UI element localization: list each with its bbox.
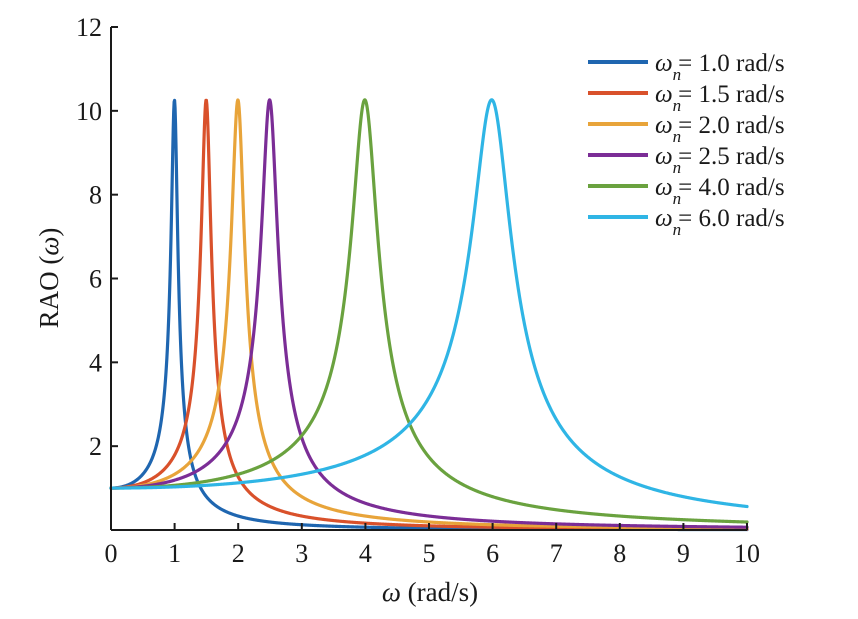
x-tick-label: 1 — [168, 539, 181, 568]
x-tick-label: 5 — [423, 539, 436, 568]
legend-label-4: ωn= 2.5 rad/s — [655, 143, 785, 177]
legend-label-3: ωn= 2.0 rad/s — [655, 112, 785, 146]
x-tick-label: 6 — [486, 539, 499, 568]
series-line-6 — [109, 98, 749, 509]
y-axis-label: RAO (ω) — [34, 228, 64, 329]
y-tick-label: 12 — [76, 13, 102, 42]
legend-label-2: ωn= 1.5 rad/s — [655, 81, 785, 115]
x-tick-label: 3 — [295, 539, 308, 568]
y-tick-label: 2 — [89, 432, 102, 461]
legend-label-6: ωn= 6.0 rad/s — [655, 205, 785, 239]
x-tick-label: 2 — [232, 539, 245, 568]
y-tick-label: 8 — [89, 181, 102, 210]
x-tick-label: 10 — [734, 539, 760, 568]
series-line-4 — [109, 98, 749, 529]
x-tick-label: 4 — [359, 539, 372, 568]
y-tick-label: 4 — [89, 348, 102, 377]
x-tick-label: 9 — [677, 539, 690, 568]
series-line-5 — [109, 98, 749, 524]
x-axis-label: ω (rad/s) — [382, 577, 478, 607]
x-tick-label: 0 — [105, 539, 118, 568]
legend-label-5: ωn= 4.0 rad/s — [655, 174, 785, 208]
series-layer — [109, 98, 749, 532]
legend: ωn= 1.0 rad/sωn= 1.5 rad/sωn= 2.0 rad/sω… — [588, 50, 785, 239]
x-tick-label: 7 — [550, 539, 563, 568]
y-tick-label: 10 — [76, 97, 102, 126]
y-tick-label: 6 — [89, 265, 102, 294]
x-tick-label: 8 — [613, 539, 626, 568]
legend-label-1: ωn= 1.0 rad/s — [655, 50, 785, 84]
labels-layer: ω (rad/s) RAO (ω) — [34, 228, 478, 607]
